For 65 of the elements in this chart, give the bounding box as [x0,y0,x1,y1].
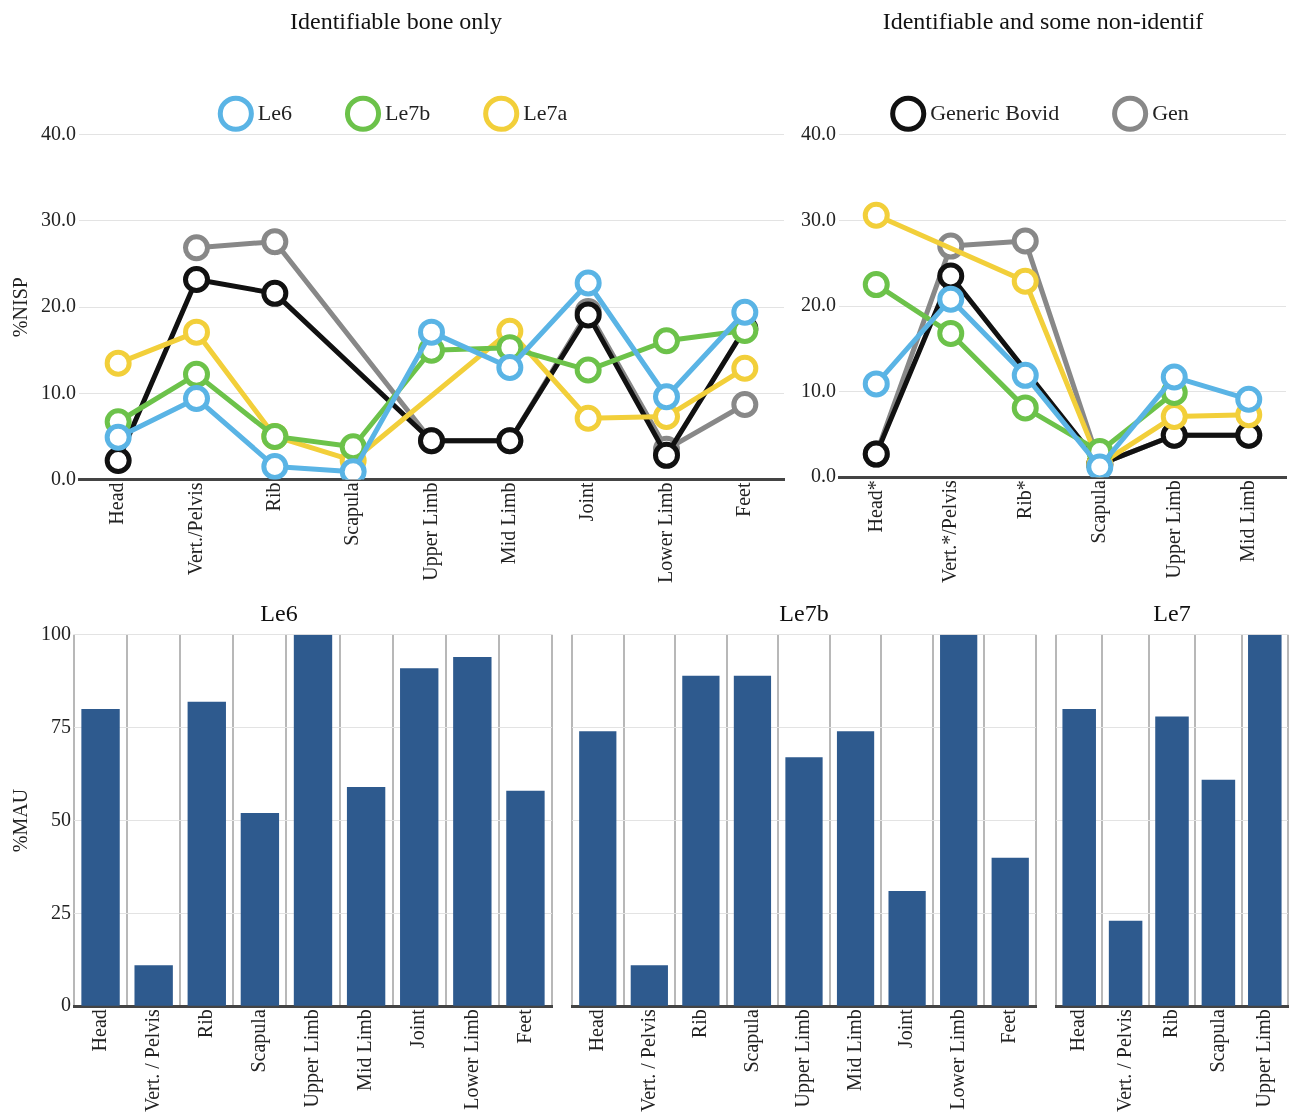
x-tick-label: Joint [575,482,598,522]
y-axis-title: %NISP [9,277,32,338]
x-tick-label: Mid Limb [842,1009,865,1091]
x-tick-label: Head* [863,480,886,533]
legend-label: Gen [1152,99,1189,125]
x-tick-label: Head [585,1009,608,1052]
x-tick-label: Scapula [340,482,364,546]
x-tick-label: Vert./Pelvis [183,482,206,576]
x-tick-label: Scapula [1087,480,1110,544]
y-tick-label: 0.0 [51,466,76,489]
y-tick-label: 75 [51,714,71,737]
x-tick-label: Feet [732,482,755,517]
y-tick-label: 20.0 [801,293,836,316]
x-tick-label: Mid Limb [353,1009,376,1091]
y-tick-label: 0 [61,993,71,1016]
x-tick-label: Scapula [247,1009,271,1073]
chart-title: Le6 [260,599,298,626]
x-tick-label: Mid Limb [1236,480,1258,562]
chart-title: Identifiable bone only [290,7,502,34]
x-tick-label: Head [105,482,128,525]
x-tick-label: Joint [406,1008,429,1049]
x-tick-label: Rib [262,482,285,512]
x-tick-label: Scapula [739,1009,763,1073]
y-tick-label: 10.0 [801,378,836,401]
x-tick-label: Upper Limb [791,1009,815,1108]
y-tick-label: 30.0 [41,208,76,231]
legend-label: Le7a [523,99,568,125]
y-tick-label: 0.0 [811,464,836,487]
x-tick-label: Rib [194,1009,217,1039]
x-tick-label: Head [87,1009,110,1052]
x-tick-label: Head [1066,1009,1089,1052]
x-tick-label: Upper Limb [418,482,442,581]
x-tick-label: Mid Limb [497,482,520,565]
x-tick-label: Upper Limb [1252,1009,1276,1108]
y-tick-label: 10.0 [41,380,76,403]
x-tick-label: Feet [997,1008,1020,1044]
x-tick-label: Vert. / Pelvis [1112,1009,1135,1113]
y-tick-label: 30.0 [801,207,836,230]
y-axis-title: %MAU [9,788,32,853]
x-tick-label: Upper Limb [300,1009,324,1108]
x-tick-label: Rib [688,1009,711,1039]
x-tick-label: Rib [1159,1009,1182,1039]
y-tick-label: 25 [51,900,71,923]
x-tick-label: Joint [894,1008,917,1049]
x-tick-label: Lower Limb [945,1009,968,1110]
chart-title: Le7b [779,599,829,626]
x-tick-label: Vert. / Pelvis [140,1009,163,1113]
x-tick-label: Rib* [1012,480,1035,520]
chart-title: Le7 [1153,599,1191,626]
x-tick-label: Feet [512,1008,535,1044]
x-tick-label: Scapula [1205,1009,1229,1073]
y-tick-label: 20.0 [41,294,76,317]
x-tick-label: Lower Limb [653,482,676,583]
x-tick-label: Vert.*/Pelvis [938,480,960,584]
legend-label: Le7b [385,99,431,125]
y-tick-label: 50 [51,807,71,830]
y-tick-label: 100 [41,622,71,645]
legend-label: Generic Bovid [930,99,1060,125]
x-tick-label: Vert. / Pelvis [636,1009,659,1113]
chart-title: Identifiable and some non-identif [882,7,1204,34]
legend-label: Le6 [257,99,293,125]
y-tick-label: 40.0 [41,122,76,145]
y-tick-label: 40.0 [801,122,836,145]
x-tick-label: Upper Limb [1161,480,1185,579]
x-tick-label: Lower Limb [459,1009,482,1110]
